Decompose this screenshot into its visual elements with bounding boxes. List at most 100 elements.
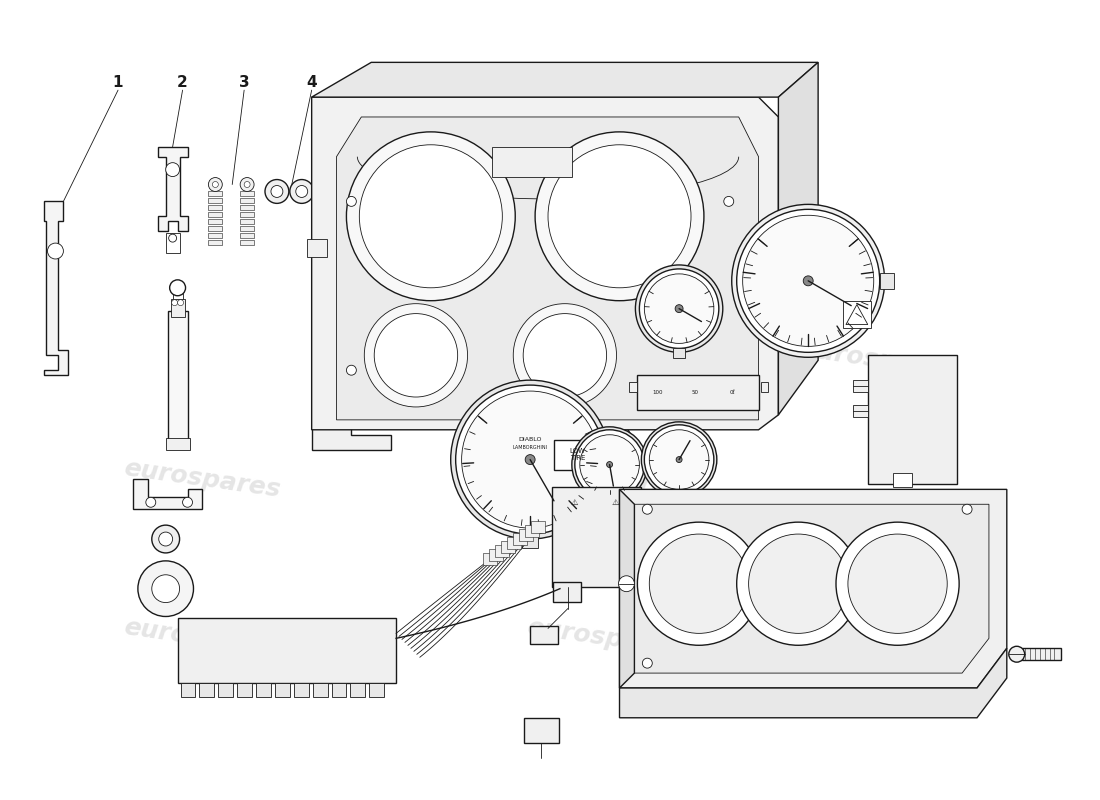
Text: DIABLO: DIABLO: [518, 438, 542, 442]
Bar: [208, 191, 222, 197]
Text: 4: 4: [307, 74, 317, 90]
Bar: [552, 487, 641, 586]
Polygon shape: [779, 62, 818, 415]
Circle shape: [152, 574, 179, 602]
Bar: [871, 438, 895, 473]
Bar: [170, 298, 185, 317]
Text: LAMBORGHINI: LAMBORGHINI: [513, 445, 548, 450]
Circle shape: [158, 532, 173, 546]
Circle shape: [455, 385, 605, 534]
Bar: [679, 379, 711, 405]
Bar: [240, 240, 254, 245]
Circle shape: [374, 314, 458, 397]
Polygon shape: [619, 648, 1006, 718]
Bar: [519, 529, 534, 541]
Bar: [199, 683, 214, 697]
Bar: [597, 521, 634, 546]
Circle shape: [575, 430, 645, 499]
Circle shape: [166, 162, 179, 177]
Circle shape: [737, 210, 880, 352]
Text: ⚠: ⚠: [612, 498, 619, 506]
Bar: [880, 273, 893, 289]
Polygon shape: [619, 490, 635, 688]
Circle shape: [212, 182, 218, 187]
Circle shape: [637, 522, 760, 646]
Bar: [900, 359, 923, 393]
Bar: [218, 683, 233, 697]
Circle shape: [606, 462, 613, 467]
Bar: [530, 626, 558, 644]
Circle shape: [296, 186, 308, 198]
Polygon shape: [560, 415, 639, 450]
Circle shape: [289, 179, 314, 203]
Circle shape: [451, 380, 609, 539]
Circle shape: [183, 498, 192, 507]
Text: eurospares: eurospares: [122, 457, 283, 502]
Bar: [370, 683, 384, 697]
Circle shape: [641, 422, 717, 498]
Circle shape: [737, 522, 860, 646]
Bar: [597, 491, 634, 516]
Polygon shape: [311, 97, 779, 430]
Bar: [927, 438, 952, 473]
Bar: [240, 206, 254, 210]
Bar: [166, 438, 189, 450]
Bar: [502, 541, 515, 553]
Bar: [256, 683, 271, 697]
Polygon shape: [44, 202, 68, 375]
Bar: [637, 375, 759, 410]
Polygon shape: [846, 305, 868, 325]
Polygon shape: [311, 62, 818, 97]
Bar: [525, 525, 539, 537]
Bar: [507, 537, 521, 549]
Bar: [760, 382, 769, 392]
Circle shape: [265, 179, 289, 203]
Circle shape: [172, 300, 177, 306]
Bar: [554, 440, 602, 470]
Bar: [331, 683, 346, 697]
Circle shape: [47, 243, 64, 259]
Circle shape: [346, 197, 356, 206]
Text: eurospares: eurospares: [525, 457, 684, 502]
Text: 2: 2: [177, 74, 188, 90]
Bar: [208, 206, 222, 210]
Bar: [871, 399, 895, 433]
Text: ⚠: ⚠: [570, 498, 578, 506]
Bar: [852, 405, 868, 417]
Bar: [843, 301, 871, 329]
Circle shape: [649, 430, 708, 490]
Bar: [312, 683, 328, 697]
Bar: [717, 379, 749, 405]
Bar: [240, 233, 254, 238]
Bar: [208, 240, 222, 245]
Circle shape: [240, 178, 254, 191]
Bar: [240, 212, 254, 218]
Circle shape: [1009, 646, 1025, 662]
Circle shape: [169, 280, 186, 296]
Circle shape: [525, 454, 535, 465]
Bar: [490, 549, 504, 561]
Bar: [208, 198, 222, 203]
Circle shape: [676, 457, 682, 462]
Circle shape: [803, 276, 813, 286]
Text: 1: 1: [113, 74, 123, 90]
Bar: [166, 233, 179, 253]
Bar: [629, 382, 637, 392]
Bar: [484, 553, 497, 565]
Bar: [495, 545, 509, 557]
Circle shape: [724, 197, 734, 206]
Bar: [673, 348, 685, 358]
Text: eurospares: eurospares: [525, 615, 684, 662]
Bar: [177, 618, 396, 683]
Bar: [208, 219, 222, 224]
Bar: [240, 198, 254, 203]
Circle shape: [346, 132, 515, 301]
Bar: [240, 191, 254, 197]
Bar: [294, 683, 309, 697]
Bar: [868, 355, 957, 485]
Bar: [556, 491, 592, 516]
Bar: [927, 399, 952, 433]
Circle shape: [364, 304, 468, 407]
Bar: [514, 533, 527, 545]
Circle shape: [618, 576, 635, 592]
